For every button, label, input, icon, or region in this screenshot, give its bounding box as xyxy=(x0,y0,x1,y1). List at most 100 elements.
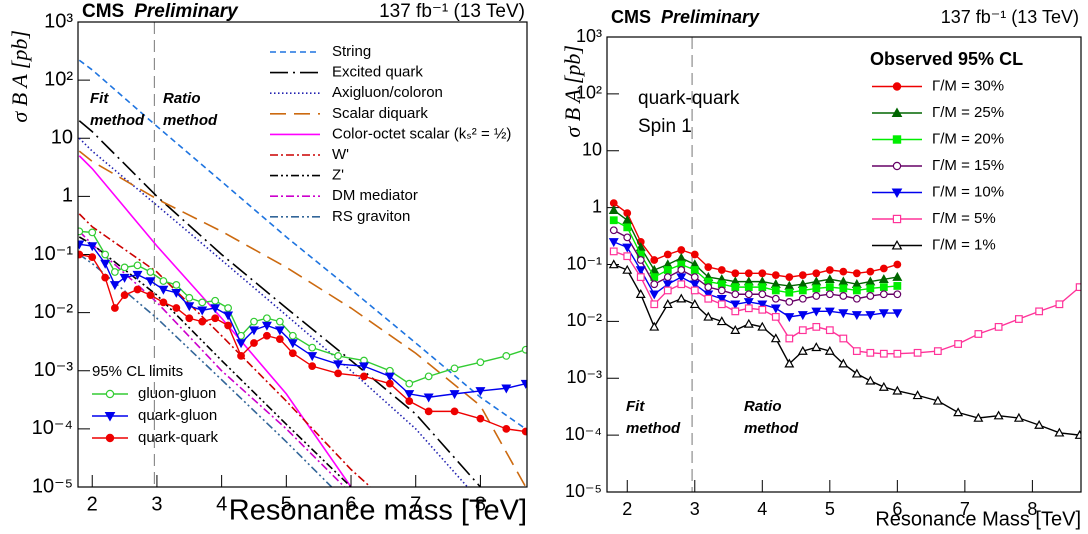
marker xyxy=(865,375,876,385)
legend-label: String xyxy=(332,43,371,60)
marker xyxy=(744,283,753,292)
y-tick-label: 10⁻⁵ xyxy=(32,475,73,497)
marker xyxy=(88,228,97,237)
marker xyxy=(521,427,527,436)
legend-label: Scalar diquark xyxy=(332,105,428,122)
marker xyxy=(635,289,646,299)
marker xyxy=(609,226,618,235)
x-axis-label: Resonance mass [TeV] xyxy=(229,495,527,527)
marker xyxy=(784,358,795,368)
marker xyxy=(676,293,687,303)
marker xyxy=(119,273,130,283)
marker xyxy=(798,271,807,280)
y-tick-label: 10 xyxy=(51,127,73,149)
x-tick-label: 2 xyxy=(622,499,632,519)
marker xyxy=(424,407,433,416)
marker xyxy=(224,321,232,330)
marker xyxy=(892,82,902,91)
marker xyxy=(866,292,875,300)
marker xyxy=(405,397,414,406)
plot-frame xyxy=(606,36,1082,493)
lumi: 137 fb⁻¹ (13 TeV) xyxy=(379,1,525,22)
marker xyxy=(184,302,195,312)
y-tick-label: 10⁻⁴ xyxy=(565,424,602,444)
marker xyxy=(892,385,903,395)
marker xyxy=(650,256,659,264)
marker xyxy=(704,283,713,292)
marker xyxy=(158,285,169,295)
marker xyxy=(677,246,686,254)
marker xyxy=(770,304,781,314)
marker xyxy=(824,307,835,317)
marker xyxy=(744,304,753,313)
marker xyxy=(690,250,699,259)
marker xyxy=(1054,427,1065,437)
marker xyxy=(307,352,318,362)
legend-label: quark-gluon xyxy=(138,407,217,424)
marker xyxy=(878,381,889,391)
marker xyxy=(105,433,115,443)
marker xyxy=(636,256,645,264)
marker xyxy=(892,271,903,281)
x-tick-label: 6 xyxy=(345,493,356,515)
marker xyxy=(993,410,1004,420)
marker xyxy=(825,266,834,274)
marker xyxy=(172,304,181,312)
marker xyxy=(237,352,245,360)
marker xyxy=(730,324,741,334)
marker xyxy=(100,259,111,269)
marker xyxy=(798,286,807,295)
marker xyxy=(622,243,633,253)
marker xyxy=(703,311,714,321)
marker xyxy=(866,348,875,357)
marker xyxy=(878,309,889,319)
marker xyxy=(744,269,753,278)
annotation: Spin 1 xyxy=(638,116,692,137)
x-tick-label: 8 xyxy=(475,493,486,515)
y-tick-label: 10² xyxy=(44,68,73,90)
title-preliminary: Preliminary xyxy=(661,7,760,27)
marker xyxy=(275,335,284,344)
series-line xyxy=(613,209,898,287)
marker xyxy=(785,288,794,297)
marker xyxy=(608,238,619,248)
marker xyxy=(891,107,903,118)
marker xyxy=(879,290,888,299)
annotation: Fit method xyxy=(626,398,681,437)
annotation: Ratio method xyxy=(744,398,799,437)
marker xyxy=(635,242,646,252)
marker xyxy=(132,270,143,280)
title-cms: CMS xyxy=(82,1,124,22)
marker xyxy=(475,387,486,397)
marker xyxy=(608,205,619,214)
series-line xyxy=(79,243,526,398)
series-line xyxy=(78,59,527,430)
legend-title: 95% CL limits xyxy=(92,363,183,380)
marker xyxy=(623,233,632,242)
marker xyxy=(211,314,220,323)
y-tick-label: 1 xyxy=(592,196,602,216)
marker xyxy=(933,347,942,356)
marker xyxy=(384,372,395,382)
marker xyxy=(893,260,902,269)
y-tick-label: 10³ xyxy=(576,26,602,46)
marker xyxy=(758,290,767,299)
marker xyxy=(101,250,110,259)
x-tick-label: 4 xyxy=(757,499,767,519)
marker xyxy=(635,266,646,276)
marker xyxy=(146,291,155,300)
marker xyxy=(974,330,983,338)
y-tick-label: 10⁻⁴ xyxy=(32,417,73,439)
legend-title: Observed 95% CL xyxy=(870,49,1023,69)
legend-label: Excited quark xyxy=(332,64,423,81)
marker xyxy=(785,273,794,282)
annotation: Ratio method xyxy=(163,90,218,129)
marker xyxy=(1035,307,1044,316)
legend-label: DM mediator xyxy=(332,187,418,204)
marker xyxy=(663,286,672,295)
y-tick-label: 1 xyxy=(62,185,73,207)
marker xyxy=(770,333,781,343)
marker xyxy=(159,298,168,307)
y-tick-label: 10⁻³ xyxy=(34,359,74,381)
